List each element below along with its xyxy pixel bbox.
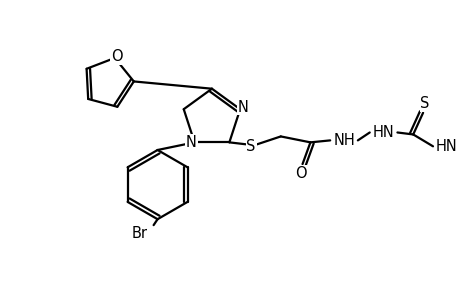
Text: HN: HN <box>435 139 457 154</box>
Text: N: N <box>237 100 248 115</box>
Text: HN: HN <box>372 125 394 140</box>
Text: Br: Br <box>131 226 147 241</box>
Text: N: N <box>186 135 196 150</box>
Text: O: O <box>111 50 122 64</box>
Text: NH: NH <box>332 133 354 148</box>
Text: O: O <box>294 166 306 181</box>
Text: S: S <box>246 139 255 154</box>
Text: S: S <box>420 96 429 111</box>
